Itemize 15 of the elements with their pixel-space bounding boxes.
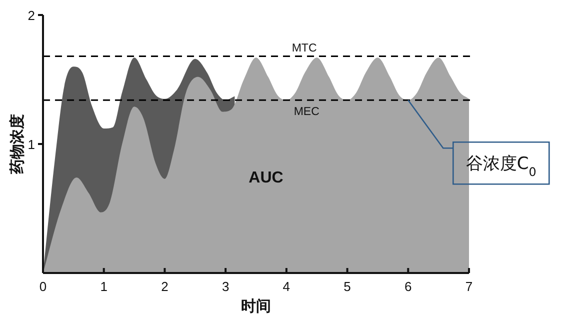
- x-tick-label: 2: [161, 279, 168, 294]
- x-tick-label: 6: [404, 279, 412, 294]
- annotation: AUC: [248, 170, 284, 187]
- x-tick-label: 4: [282, 279, 290, 294]
- ref-line-label: MTC: [292, 42, 317, 54]
- callout: 谷浓度C$_{0}$: [408, 100, 550, 185]
- x-axis-title: 时间: [241, 298, 271, 315]
- x-tick-label: 5: [344, 279, 351, 294]
- ref-line-label: MEC: [294, 106, 320, 118]
- y-axis-title: 药物浓度: [8, 114, 26, 175]
- x-tick-label: 0: [39, 279, 47, 294]
- x-tick-label: 7: [465, 279, 473, 294]
- x-tick-label: 1: [100, 279, 108, 294]
- annotation: 谷浓度C$_{0}$: [466, 154, 536, 180]
- x-tick-label: 3: [222, 279, 230, 294]
